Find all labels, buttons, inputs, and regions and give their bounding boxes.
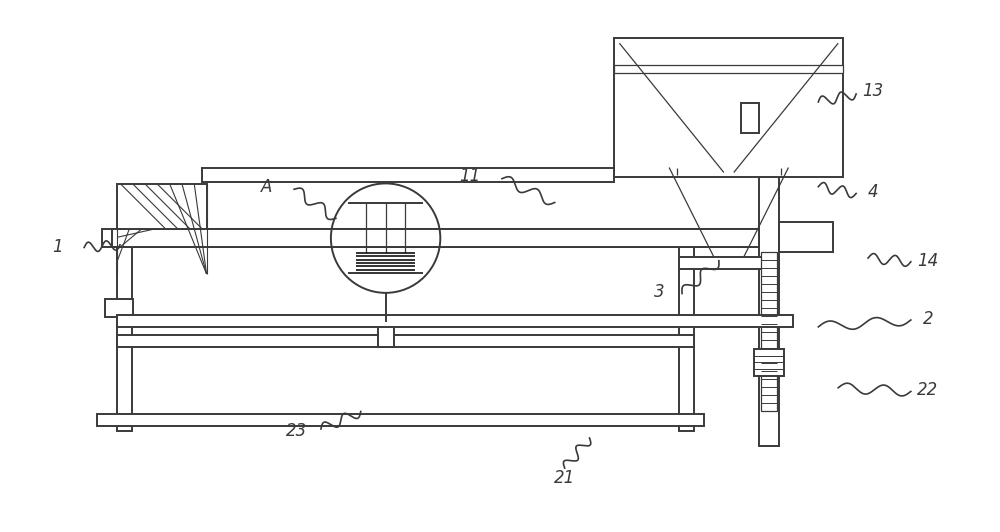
Text: A: A xyxy=(261,178,272,196)
Text: 21: 21 xyxy=(554,469,575,487)
Bar xyxy=(679,257,779,269)
Bar xyxy=(202,168,614,182)
Bar xyxy=(779,222,833,252)
Bar xyxy=(117,185,207,229)
Bar xyxy=(614,38,843,178)
Bar xyxy=(754,348,784,377)
Bar xyxy=(117,315,793,327)
Text: 3: 3 xyxy=(654,284,664,302)
Bar xyxy=(117,247,132,431)
Text: 1: 1 xyxy=(52,238,63,256)
Bar xyxy=(741,103,759,132)
Text: 23: 23 xyxy=(285,422,307,440)
Text: 4: 4 xyxy=(868,183,878,201)
Bar xyxy=(105,299,133,317)
Bar xyxy=(102,229,798,247)
Bar xyxy=(759,53,779,446)
Text: 11: 11 xyxy=(460,167,481,185)
Bar xyxy=(679,247,694,431)
Bar xyxy=(761,252,777,411)
Bar xyxy=(97,414,704,426)
Text: 13: 13 xyxy=(862,82,884,101)
Text: 14: 14 xyxy=(917,252,938,270)
Bar xyxy=(378,322,394,346)
Text: 22: 22 xyxy=(917,381,938,400)
Text: 2: 2 xyxy=(922,310,933,328)
Bar xyxy=(614,65,843,73)
Bar xyxy=(117,335,694,346)
Bar xyxy=(112,229,759,247)
